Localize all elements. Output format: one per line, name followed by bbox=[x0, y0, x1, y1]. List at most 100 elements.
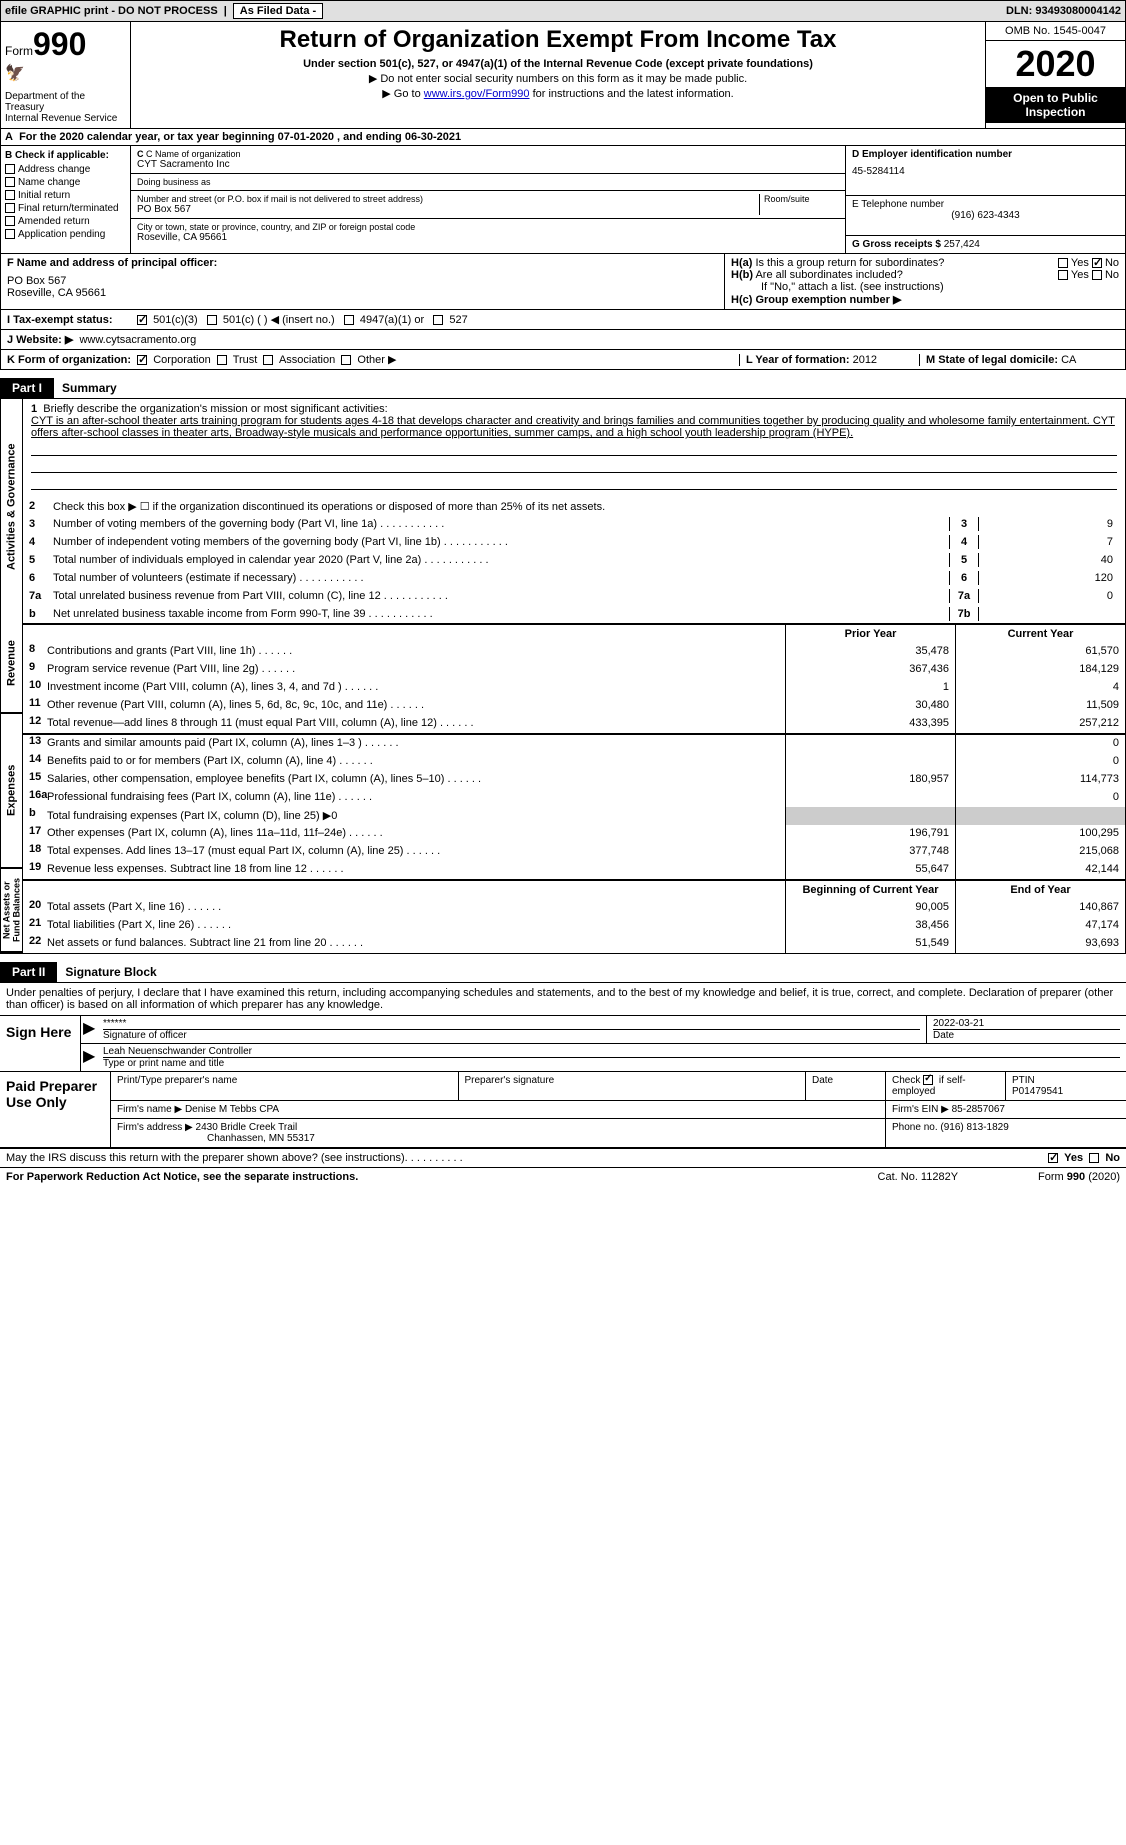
line5-val: 40 bbox=[979, 554, 1119, 566]
goto-note: ▶ Go to www.irs.gov/Form990 for instruct… bbox=[139, 87, 977, 100]
checkbox-assoc[interactable] bbox=[263, 355, 273, 365]
city-state-zip: Roseville, CA 95661 bbox=[137, 232, 839, 243]
phone: (916) 623-4343 bbox=[852, 210, 1119, 221]
cat-no: Cat. No. 11282Y bbox=[878, 1171, 959, 1183]
table-row: 11Other revenue (Part VIII, column (A), … bbox=[23, 697, 1125, 715]
checkbox-501c3[interactable] bbox=[137, 315, 147, 325]
part1-header: Part I Summary bbox=[0, 378, 1126, 398]
state-domicile: CA bbox=[1061, 354, 1076, 366]
top-bar: efile GRAPHIC print - DO NOT PROCESS | A… bbox=[0, 0, 1126, 22]
part2-header: Part II Signature Block bbox=[0, 962, 1126, 982]
table-row: 10Investment income (Part VIII, column (… bbox=[23, 679, 1125, 697]
footer-line: For Paperwork Reduction Act Notice, see … bbox=[0, 1167, 1126, 1186]
firm-addr1: 2430 Bridle Creek Trail bbox=[196, 1122, 298, 1133]
ein: 45-5284114 bbox=[852, 166, 1119, 177]
table-row: 18Total expenses. Add lines 13–17 (must … bbox=[23, 843, 1125, 861]
dept-treasury: Department of the Treasury bbox=[5, 91, 126, 113]
discuss-line: May the IRS discuss this return with the… bbox=[0, 1149, 1126, 1167]
form-number: 990 bbox=[33, 26, 86, 62]
vert-revenue: Revenue bbox=[1, 614, 23, 714]
checkbox-4947[interactable] bbox=[344, 315, 354, 325]
section-governance: 1 Briefly describe the organization's mi… bbox=[23, 399, 1125, 625]
section-revenue: Prior YearCurrent Year 8Contributions an… bbox=[23, 625, 1125, 735]
table-row: 22Net assets or fund balances. Subtract … bbox=[23, 935, 1125, 953]
gross-receipts: 257,424 bbox=[944, 239, 980, 250]
mission-text: CYT is an after-school theater arts trai… bbox=[31, 415, 1115, 439]
checkbox-initial-return[interactable] bbox=[5, 190, 15, 200]
officer-name: Leah Neuenschwander Controller bbox=[103, 1046, 1120, 1057]
line6-val: 120 bbox=[979, 572, 1119, 584]
checkbox-other[interactable] bbox=[341, 355, 351, 365]
checkbox-discuss-yes[interactable] bbox=[1048, 1153, 1058, 1163]
part1-summary: Activities & Governance Revenue Expenses… bbox=[0, 398, 1126, 954]
checkbox-address-change[interactable] bbox=[5, 164, 15, 174]
efile-label: efile GRAPHIC print - DO NOT PROCESS bbox=[5, 5, 218, 17]
section-netassets: Beginning of Current YearEnd of Year 20T… bbox=[23, 881, 1125, 953]
line7a-val: 0 bbox=[979, 590, 1119, 602]
org-name: CYT Sacramento Inc bbox=[137, 159, 839, 170]
checkbox-pending[interactable] bbox=[5, 229, 15, 239]
checkbox-final-return[interactable] bbox=[5, 203, 15, 213]
form-label: Form bbox=[5, 44, 33, 58]
form-footer: Form 990 (2020) bbox=[1038, 1171, 1120, 1183]
row-j: J Website: ▶ www.cytsacramento.org bbox=[0, 330, 1126, 350]
firm-phone: (916) 813-1829 bbox=[940, 1122, 1008, 1133]
row-a: A For the 2020 calendar year, or tax yea… bbox=[0, 129, 1126, 146]
form-subtitle: Under section 501(c), 527, or 4947(a)(1)… bbox=[139, 58, 977, 70]
street-address: PO Box 567 bbox=[137, 204, 759, 215]
table-row: 17Other expenses (Part IX, column (A), l… bbox=[23, 825, 1125, 843]
vert-netassets: Net Assets or Fund Balances bbox=[1, 869, 23, 953]
website: www.cytsacramento.org bbox=[79, 334, 196, 346]
ssn-note: ▶ Do not enter social security numbers o… bbox=[139, 72, 977, 85]
table-row: 19Revenue less expenses. Subtract line 1… bbox=[23, 861, 1125, 879]
officer-addr1: PO Box 567 bbox=[7, 275, 718, 287]
table-row: 21Total liabilities (Part X, line 26) . … bbox=[23, 917, 1125, 935]
signature-stars: ****** bbox=[103, 1018, 920, 1029]
firm-addr2: Chanhassen, MN 55317 bbox=[117, 1133, 879, 1144]
checkbox-self-employed[interactable] bbox=[923, 1075, 933, 1085]
irs-symbol-icon: 🦅 bbox=[5, 63, 126, 83]
officer-addr2: Roseville, CA 95661 bbox=[7, 287, 718, 299]
checkbox-ha-no[interactable] bbox=[1092, 258, 1102, 268]
paid-preparer-block: Paid Preparer Use Only Print/Type prepar… bbox=[0, 1072, 1126, 1149]
entity-info-grid: B Check if applicable: Address change Na… bbox=[0, 146, 1126, 254]
line4-val: 7 bbox=[979, 536, 1119, 548]
checkbox-ha-yes[interactable] bbox=[1058, 258, 1068, 268]
table-row: 12Total revenue—add lines 8 through 11 (… bbox=[23, 715, 1125, 733]
checkbox-corp[interactable] bbox=[137, 355, 147, 365]
tax-year: 2020 bbox=[986, 41, 1125, 87]
firm-ein: 85-2857067 bbox=[952, 1104, 1005, 1115]
omb-number: OMB No. 1545-0047 bbox=[986, 22, 1125, 41]
checkbox-trust[interactable] bbox=[217, 355, 227, 365]
checkbox-527[interactable] bbox=[433, 315, 443, 325]
vert-expenses: Expenses bbox=[1, 714, 23, 869]
form-title: Return of Organization Exempt From Incom… bbox=[139, 26, 977, 54]
box-b: B Check if applicable: Address change Na… bbox=[1, 146, 131, 253]
table-row: 15Salaries, other compensation, employee… bbox=[23, 771, 1125, 789]
firm-name: Denise M Tebbs CPA bbox=[185, 1104, 279, 1115]
perjury-statement: Under penalties of perjury, I declare th… bbox=[0, 982, 1126, 1015]
row-i: I Tax-exempt status: 501(c)(3) 501(c) ( … bbox=[0, 310, 1126, 330]
checkbox-hb-yes[interactable] bbox=[1058, 270, 1068, 280]
checkbox-name-change[interactable] bbox=[5, 177, 15, 187]
table-row: 13Grants and similar amounts paid (Part … bbox=[23, 735, 1125, 753]
table-row: 14Benefits paid to or for members (Part … bbox=[23, 753, 1125, 771]
table-row: bTotal fundraising expenses (Part IX, co… bbox=[23, 807, 1125, 825]
line3-val: 9 bbox=[979, 518, 1119, 530]
year-formation: 2012 bbox=[853, 354, 877, 366]
open-to-public: Open to Public Inspection bbox=[986, 87, 1125, 123]
section-expenses: 13Grants and similar amounts paid (Part … bbox=[23, 735, 1125, 881]
form-header: Form990 🦅 Department of the Treasury Int… bbox=[0, 22, 1126, 129]
checkbox-501c[interactable] bbox=[207, 315, 217, 325]
row-f-h: F Name and address of principal officer:… bbox=[0, 254, 1126, 310]
checkbox-hb-no[interactable] bbox=[1092, 270, 1102, 280]
box-d-e-g: D Employer identification number 45-5284… bbox=[845, 146, 1125, 253]
vert-governance: Activities & Governance bbox=[1, 399, 23, 614]
irs-label: Internal Revenue Service bbox=[5, 113, 126, 124]
table-row: 20Total assets (Part X, line 16) . . . .… bbox=[23, 899, 1125, 917]
irs-link[interactable]: www.irs.gov/Form990 bbox=[424, 88, 530, 100]
checkbox-amended[interactable] bbox=[5, 216, 15, 226]
checkbox-discuss-no[interactable] bbox=[1089, 1153, 1099, 1163]
row-k: K Form of organization: Corporation Trus… bbox=[0, 350, 1126, 370]
table-row: 8Contributions and grants (Part VIII, li… bbox=[23, 643, 1125, 661]
